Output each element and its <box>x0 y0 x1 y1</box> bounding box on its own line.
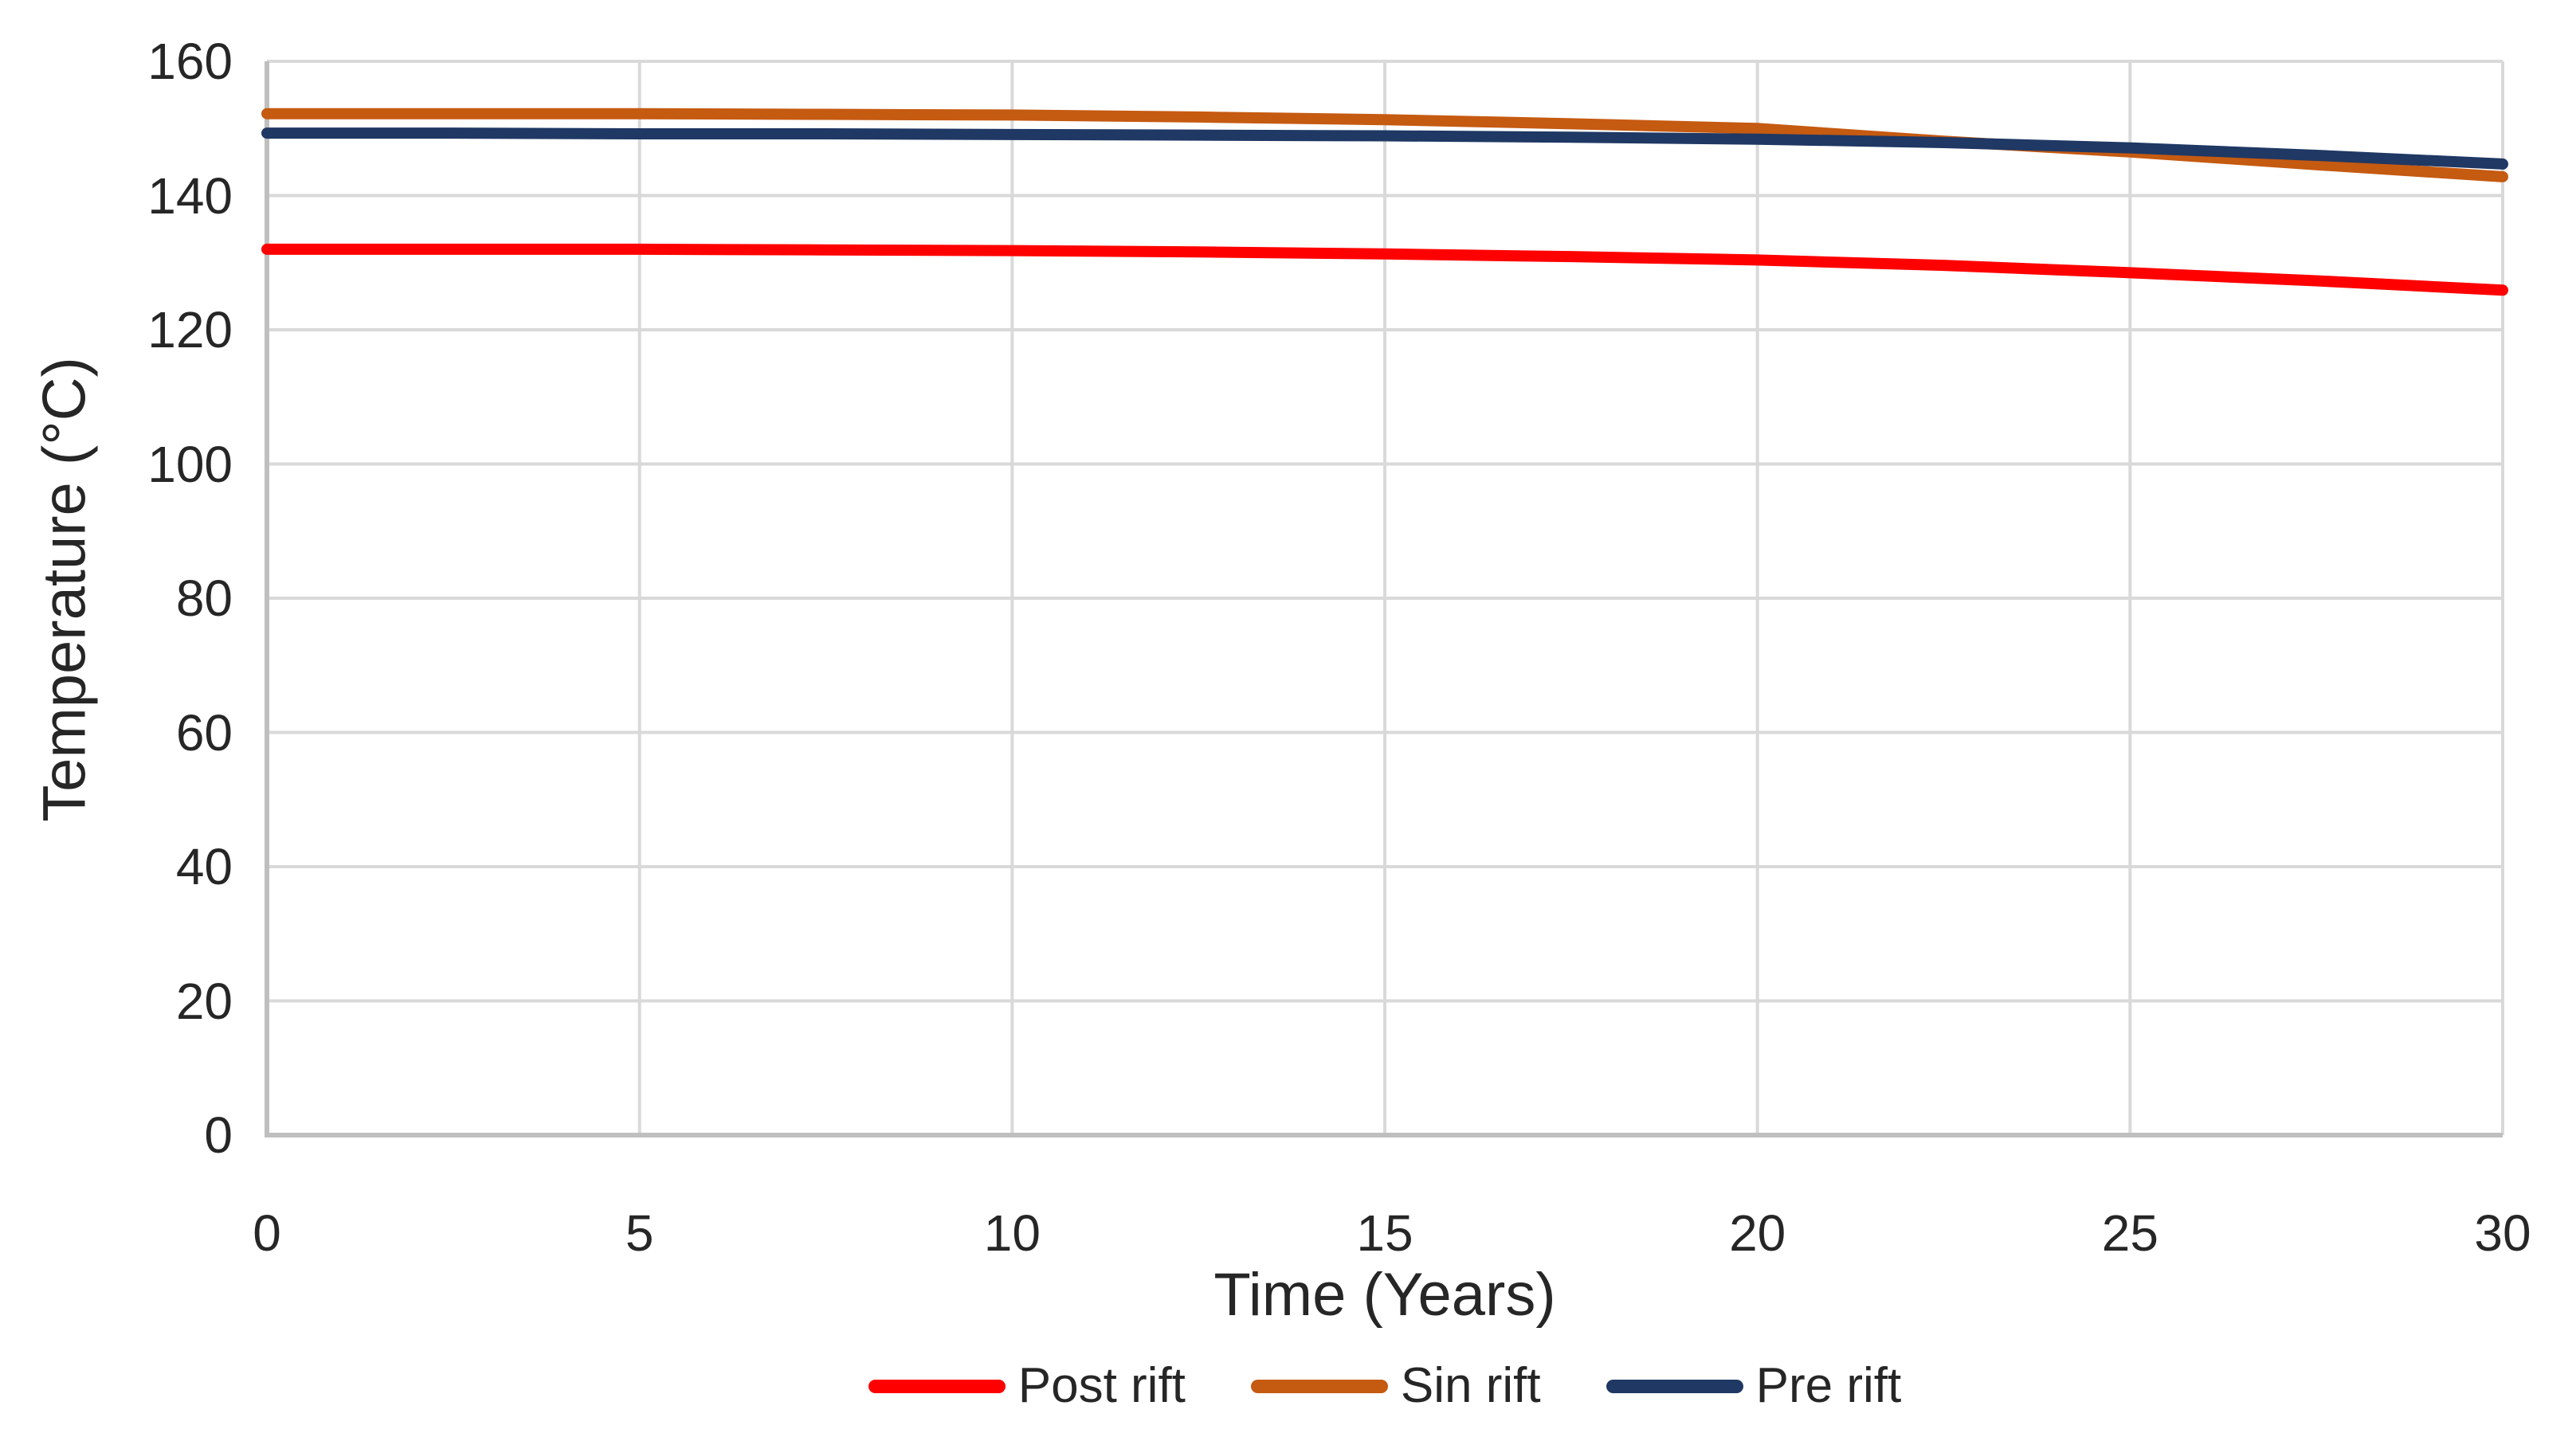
y-tick-label: 20 <box>175 972 233 1030</box>
legend-swatch-icon <box>1250 1379 1388 1393</box>
plot-area <box>261 60 2508 1137</box>
legend-label: Post rift <box>1017 1358 1186 1413</box>
legend-swatch-icon <box>868 1379 1006 1393</box>
x-tick-label: 30 <box>2474 1204 2531 1262</box>
y-tick-label: 140 <box>147 166 233 225</box>
y-tick-label: 60 <box>175 703 233 762</box>
x-tick-label: 0 <box>253 1204 281 1262</box>
y-tick-label: 40 <box>175 838 233 895</box>
legend-label: Pre rift <box>1755 1358 1902 1413</box>
chart-plot-svg <box>261 60 2508 1137</box>
x-tick-label: 25 <box>2101 1204 2158 1262</box>
x-axis-title: Time (Years) <box>1214 1261 1556 1329</box>
y-tick-label: 160 <box>147 33 233 90</box>
x-tick-label: 15 <box>1356 1204 1413 1262</box>
y-tick-label: 120 <box>147 301 233 358</box>
y-tick-label: 0 <box>204 1106 233 1164</box>
x-tick-label: 20 <box>1729 1204 1786 1262</box>
legend-label: Sin rift <box>1400 1358 1541 1413</box>
legend: Post rift Sin rift Pre rift <box>267 1353 2503 1419</box>
x-tick-label: 10 <box>983 1204 1041 1262</box>
x-tick-label: 5 <box>625 1204 654 1262</box>
legend-item-pre-rift: Pre rift <box>1606 1358 1902 1413</box>
series-line-post-rift <box>261 243 2508 296</box>
legend-item-sin-rift: Sin rift <box>1250 1358 1541 1413</box>
y-tick-label: 100 <box>147 435 233 493</box>
legend-item-post-rift: Post rift <box>868 1361 1186 1411</box>
legend-swatch-icon <box>1606 1379 1743 1393</box>
series-line-pre-rift <box>261 127 2508 170</box>
y-tick-label: 80 <box>175 570 233 627</box>
